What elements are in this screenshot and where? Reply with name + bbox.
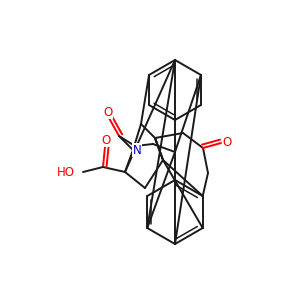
Text: HO: HO xyxy=(57,166,75,178)
Text: O: O xyxy=(222,136,232,149)
Text: N: N xyxy=(133,143,141,157)
Text: O: O xyxy=(101,134,111,146)
Text: O: O xyxy=(103,106,112,118)
